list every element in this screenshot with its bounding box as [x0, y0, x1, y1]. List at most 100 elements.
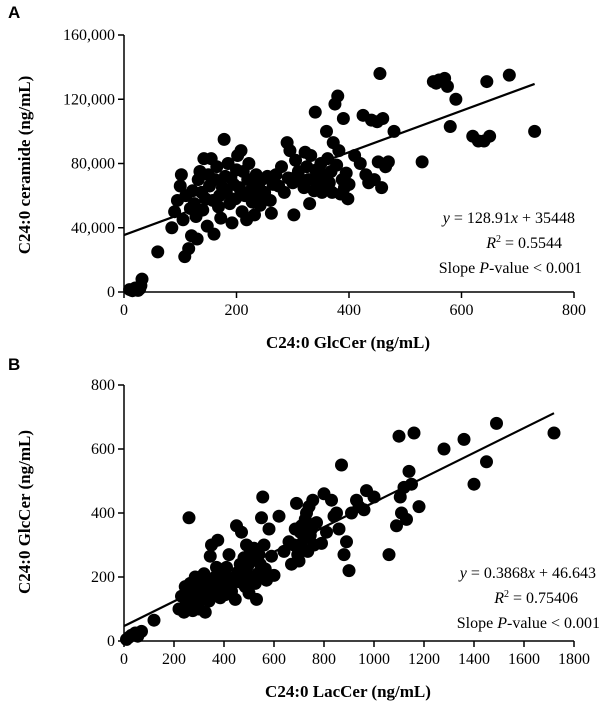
panel-b-x-tick-label: 600	[262, 651, 286, 668]
panel-b-x-tick-label: 1000	[358, 651, 390, 668]
panel-b-data-point	[332, 522, 346, 536]
panel-a-points	[123, 67, 542, 298]
panel-a-data-point	[234, 144, 248, 158]
panel-b-data-point	[306, 493, 320, 507]
panel-a-x-tick-label: 800	[562, 302, 586, 319]
panel-a-data-point	[210, 160, 224, 174]
panel-b-data-point	[290, 496, 303, 510]
panel-a-p-value: Slope P-value < 0.001	[439, 260, 582, 277]
panel-b-y-tick-label: 800	[91, 377, 115, 394]
panel-b-data-point	[265, 549, 278, 563]
panel-b-x-tick-label: 1800	[558, 651, 590, 668]
panel-b-x-tick-label: 1400	[458, 651, 490, 668]
panel-a-y-tick-label: 0	[107, 284, 115, 301]
panel-b-y-tick-label: 600	[91, 441, 115, 458]
panel-b-data-point	[228, 592, 242, 606]
panel-a-data-point	[289, 153, 303, 167]
panel-b-data-point	[211, 533, 225, 547]
panel-a-x-tick-label: 600	[450, 302, 474, 319]
panel-b-x-tick-label: 1200	[408, 651, 440, 668]
panel-a-trendline	[123, 82, 536, 237]
panel-b-r-squared: R2 = 0.75406	[493, 589, 578, 607]
panel-a-data-point	[174, 168, 188, 182]
panel-b-data-point	[335, 458, 348, 472]
panel-b-data-point	[390, 519, 403, 533]
panel-a-x-tick-label: 400	[337, 302, 361, 319]
panel-b-data-point	[320, 525, 333, 539]
panel-a-y-tick-label: 120,000	[63, 91, 115, 108]
panel-a-data-point	[339, 166, 353, 180]
panel-a-data-point	[440, 79, 454, 93]
panel-a-data-point	[528, 124, 542, 138]
panel-a-y-tick-label: 80,000	[71, 156, 115, 173]
panel-a-data-point	[331, 89, 345, 103]
panel-b-data-point	[382, 548, 396, 562]
panel-b: B C24:0 GlcCer (ng/mL) C24:0 LacCer (ng/…	[8, 355, 600, 701]
panel-b-data-point	[135, 624, 148, 638]
panel-a-data-point	[190, 232, 204, 246]
panel-a-data-point	[214, 211, 228, 225]
panel-a-label: A	[8, 3, 20, 22]
panel-b-data-point	[255, 511, 268, 525]
panel-b-data-point	[256, 490, 270, 504]
panel-b-data-point	[340, 535, 353, 549]
panel-b-trendline	[123, 412, 555, 628]
panel-b-data-point	[480, 455, 493, 469]
panel-b-points	[120, 416, 561, 646]
panel-b-data-point	[182, 511, 196, 525]
panel-a-x-tick-label: 200	[225, 302, 249, 319]
panel-b-data-point	[222, 548, 236, 562]
panel-b-data-point	[330, 506, 343, 520]
panel-a-data-point	[173, 179, 187, 193]
panel-b-data-point	[220, 560, 233, 574]
panel-b-data-point	[310, 516, 323, 530]
panel-a-data-point	[212, 200, 225, 214]
panel-a-x-tick-label: 0	[120, 302, 128, 319]
panel-a-y-tick-label: 160,000	[63, 27, 115, 44]
panel-a-data-point	[283, 144, 297, 158]
panel-b-data-point	[292, 554, 306, 568]
panel-b-data-point	[407, 426, 421, 440]
panel-b-y-tick-label: 200	[91, 569, 115, 586]
panel-b-data-point	[257, 538, 271, 552]
panel-a-data-point	[225, 216, 239, 230]
panel-b-x-tick-label: 400	[212, 651, 236, 668]
panel-a-data-point	[330, 158, 344, 172]
panel-a-data-point	[483, 129, 497, 143]
panel-b-data-point	[198, 605, 212, 619]
panel-a-data-point	[248, 208, 261, 222]
panel-b-data-point	[250, 592, 263, 606]
panel-b-x-tick-label: 200	[162, 651, 186, 668]
panel-a-data-point	[287, 208, 301, 222]
panel-a-data-point	[275, 160, 288, 174]
panel-a-data-point	[133, 282, 147, 296]
panel-b-data-point	[437, 442, 451, 456]
panel-a-annotation: y = 128.91x + 35448 R2 = 0.5544 Slope P-…	[439, 210, 582, 277]
panel-b-data-point	[412, 500, 426, 514]
panel-b-data-point	[490, 416, 503, 430]
panel-b-data-point	[315, 536, 328, 550]
panel-b-data-point	[325, 493, 338, 507]
panel-a-data-point	[277, 185, 291, 199]
panel-b-data-point	[547, 426, 561, 440]
panel-b-data-point	[267, 568, 281, 582]
panel-a-data-point	[376, 112, 390, 126]
panel-b-data-point	[457, 432, 471, 446]
panel-a-data-point	[263, 193, 277, 207]
panel-b-x-tick-label: 0	[120, 651, 128, 668]
panel-a-data-point	[176, 213, 190, 227]
panel-b-x-tick-label: 1600	[508, 651, 540, 668]
panel-a-data-point	[207, 227, 221, 241]
panel-a-equation: y = 128.91x + 35448	[441, 210, 575, 227]
panel-b-data-point	[342, 564, 356, 578]
panel-a-data-point	[443, 120, 457, 134]
panel-a-x-axis-title: C24:0 GlcCer (ng/mL)	[266, 333, 430, 352]
panel-a-data-point	[342, 177, 356, 191]
panel-b-data-point	[147, 613, 161, 627]
panel-b-y-axis-title: C24:0 GlcCer (ng/mL)	[15, 430, 34, 594]
panel-a-data-point	[165, 221, 179, 235]
panel-b-data-point	[337, 548, 351, 562]
panel-b-data-point	[400, 512, 413, 526]
panel-b-x-tick-label: 800	[312, 651, 336, 668]
